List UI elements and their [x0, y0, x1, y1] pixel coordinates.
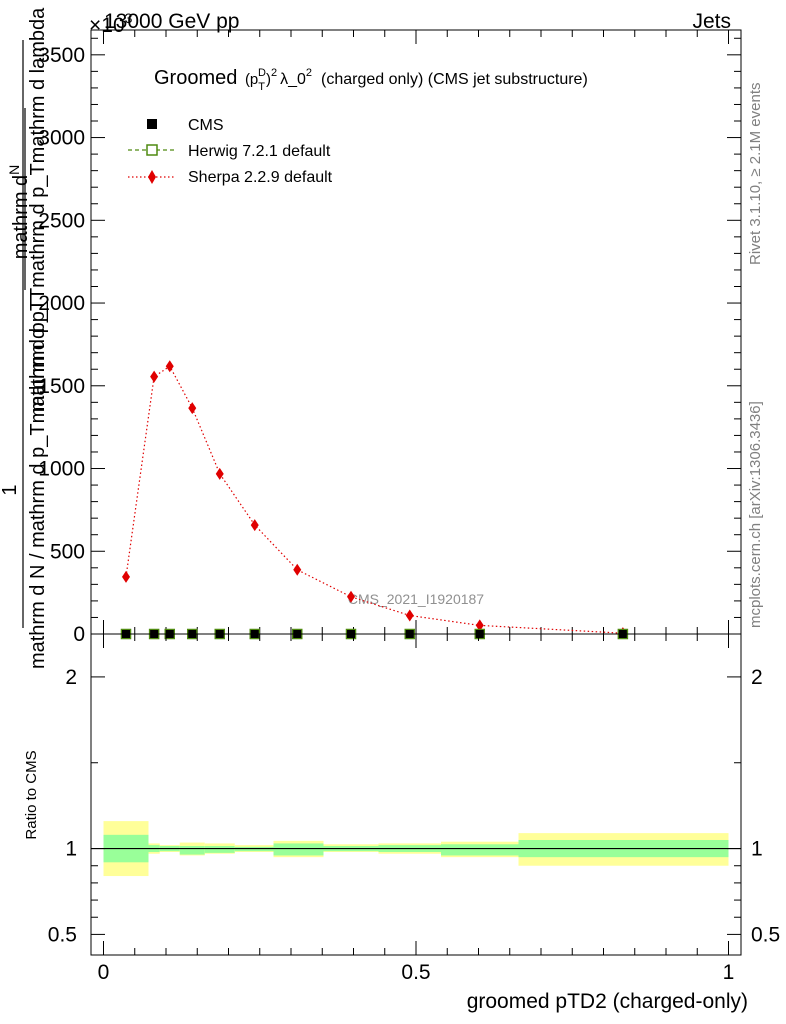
sherpa-point [215, 467, 224, 480]
cms-marker-icon [147, 119, 157, 129]
x-axis-label: groomed pTD2 (charged-only) [467, 990, 748, 1013]
sherpa-point [250, 519, 259, 532]
legend-label-herwig: Herwig 7.2.1 default [188, 143, 331, 160]
ratio-y-tick-label-right: 1 [751, 838, 763, 861]
sherpa-point [165, 360, 174, 373]
ylabel-den: mathrm d N / mathrm d p_Tmathrm d p_T [27, 299, 49, 669]
legend-item-sherpa: Sherpa 2.2.9 default [128, 169, 333, 186]
main-y-tick-label: 0 [73, 623, 85, 646]
main-y-tick-label: 500 [50, 540, 85, 563]
main-y-tick-label: 3500 [38, 44, 85, 67]
beam-label: 13000 GeV pp [104, 10, 239, 33]
main-y-axis: 0 500 1000 1500 2000 2500 3000 3500 [38, 37, 741, 646]
ratio-y-tick-label-right: 0.5 [751, 923, 780, 946]
mcplots-label: mcplots.cern.ch [arXiv:1306.3436] [747, 401, 764, 628]
main-y-tick-label: 3000 [38, 127, 85, 150]
ratio-y-axis: 0.5 0.5 1 1 2 2 [48, 666, 780, 946]
legend-label-cms: CMS [188, 117, 224, 134]
ratio-y-tick-label: 2 [65, 666, 77, 689]
ratio-frame [90, 633, 742, 956]
sherpa-point [475, 619, 484, 632]
process-label: Jets [692, 10, 731, 33]
main-y-label: 1 mathrm dN mathrm d p_Tmathrm d p_Tmath… [0, 7, 49, 669]
ratio-y-tick-label-right: 2 [751, 666, 763, 689]
ratio-inner-band [204, 845, 235, 853]
watermark: CMS_2021_I1920187 [348, 591, 484, 607]
legend-item-cms: CMS [147, 117, 224, 134]
main-y-tick-label: 2500 [38, 209, 85, 232]
legend-item-herwig: Herwig 7.2.1 default [128, 143, 331, 160]
sherpa-point [347, 590, 355, 603]
main-panel: 0 500 1000 1500 2000 2500 3000 3500 CMS_2021_I1… [38, 29, 742, 646]
main-y-tick-label: 1500 [38, 375, 85, 398]
legend: CMS Herwig 7.2.1 default Sherpa 2.2.9 de… [128, 117, 333, 186]
herwig-marker-icon [146, 144, 158, 156]
legend-label-sherpa: Sherpa 2.2.9 default [188, 169, 333, 186]
x-tick-label: 0.5 [401, 961, 430, 984]
ratio-inner-band [179, 845, 205, 855]
main-y-tick-label: 2000 [38, 292, 85, 315]
sherpa-point [122, 570, 130, 583]
ratio-panel: 0.5 0.51 12 2 0 0.5 1 Ratio to CMS [23, 633, 780, 984]
ylabel-den-top: mathrm d p_Tmathrm d p_Tmathrm d lambda [27, 7, 49, 412]
plot-title: Groomed (pTD)2 λ_02 (charged only) (CMS je… [154, 67, 588, 93]
sherpa-point [150, 370, 159, 383]
exponent-label: ×103 [89, 10, 133, 37]
sherpa-point [188, 402, 197, 415]
sherpa-line [125, 365, 623, 634]
main-y-tick-label: 1000 [38, 458, 85, 481]
ratio-y-label: Ratio to CMS [23, 750, 40, 839]
sherpa-series [122, 360, 627, 640]
x-tick-label: 1 [723, 961, 735, 984]
ratio-inner-band [273, 843, 324, 856]
ylabel-num-top: mathrm dN [6, 165, 32, 260]
sherpa-point [293, 563, 302, 576]
sherpa-marker-icon [148, 170, 156, 184]
ratio-x-axis: 0 0.5 1 [98, 634, 735, 984]
sherpa-point [405, 609, 414, 622]
x-tick-label: 0 [98, 961, 110, 984]
ylabel-one: 1 [0, 484, 21, 495]
ratio-y-tick-label: 0.5 [48, 923, 77, 946]
ratio-inner-band [441, 844, 519, 856]
ratio-y-tick-label: 1 [65, 838, 77, 861]
rivet-label: Rivet 3.1.10, ≥ 2.1M events [747, 83, 764, 266]
